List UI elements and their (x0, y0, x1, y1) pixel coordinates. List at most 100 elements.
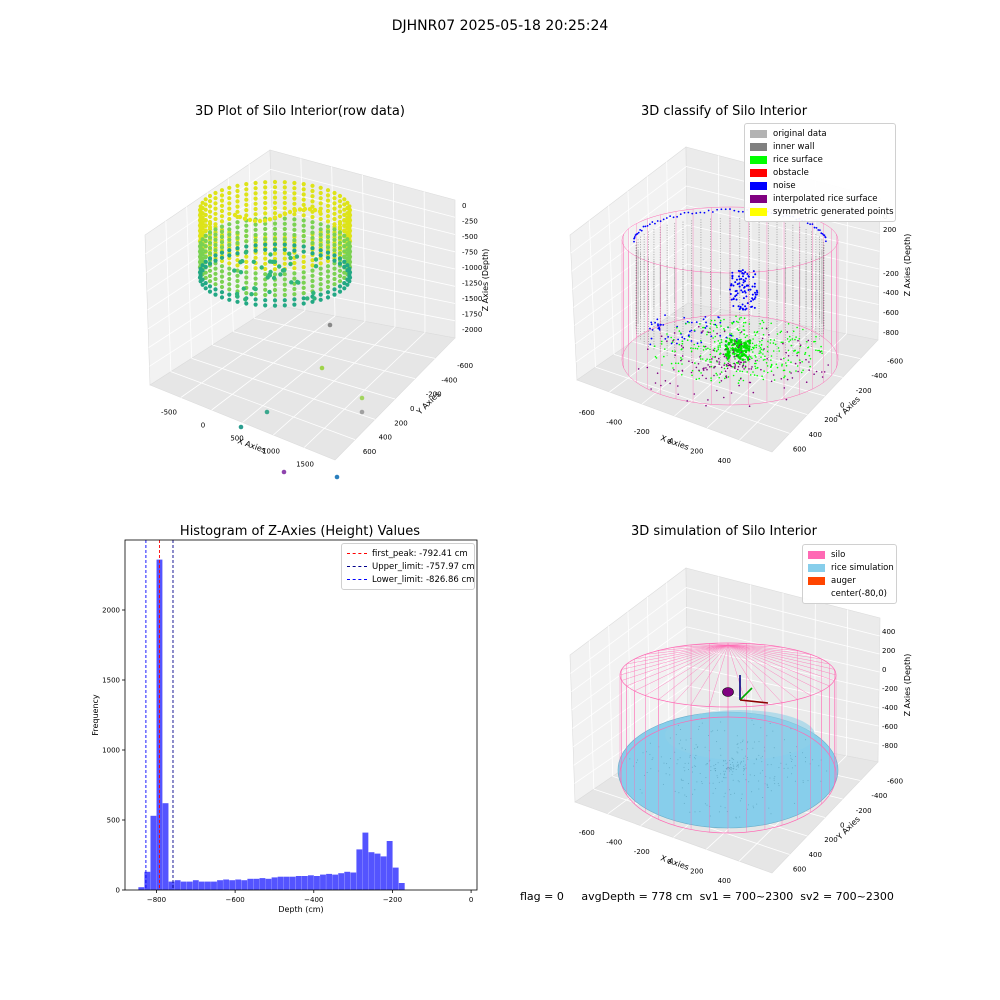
rice-surface-point (813, 340, 815, 343)
data-point (318, 276, 323, 282)
interpolated-point (666, 340, 668, 342)
data-point (263, 242, 268, 247)
interpolated-point (701, 331, 703, 333)
interpolated-point (707, 364, 709, 366)
data-point (263, 180, 268, 185)
data-point (337, 204, 343, 209)
data-point (318, 237, 323, 242)
rice-simulation-point (743, 773, 744, 775)
noise-point (753, 282, 756, 285)
data-point (235, 204, 240, 209)
noise-point (744, 277, 747, 280)
rice-surface-point (735, 353, 738, 355)
data-point (310, 268, 315, 273)
interpolated-point (673, 332, 676, 334)
data-point (272, 298, 278, 303)
data-point (325, 219, 331, 224)
histogram-bar (344, 871, 351, 890)
rice-simulation-point (696, 781, 698, 783)
noise-point (818, 229, 821, 232)
silo-wire (634, 644, 729, 692)
histogram-bar (368, 852, 375, 890)
histogram-bar (162, 803, 169, 890)
rice-surface-point (676, 326, 678, 329)
noise-point (710, 335, 713, 338)
rice-simulation-point (731, 767, 732, 768)
silo-wire (727, 644, 811, 696)
interpolated-point (808, 369, 810, 371)
data-point (325, 264, 331, 269)
legend-swatch (750, 194, 767, 203)
noise-point (815, 227, 818, 229)
rice-surface-point (716, 326, 718, 329)
data-point (292, 302, 297, 307)
rice-surface-point (677, 362, 680, 365)
data-point (277, 213, 283, 218)
interpolated-point (744, 365, 747, 368)
interpolated-point (654, 382, 657, 384)
noise-point (650, 321, 653, 324)
x-tick-label: −800 (147, 896, 166, 904)
data-point (294, 254, 300, 259)
histogram-bar (144, 871, 151, 890)
interpolated-point (702, 330, 704, 332)
rice-simulation-point (730, 769, 732, 771)
rice-simulation-point (706, 804, 708, 806)
rice-surface-point (773, 379, 776, 381)
rice-surface-point (693, 329, 696, 331)
rice-surface-point (718, 376, 720, 379)
silo-wire (621, 644, 729, 670)
data-point (318, 297, 323, 302)
rice-surface-point (690, 350, 693, 353)
data-point (325, 229, 331, 234)
data-point (318, 227, 323, 232)
rice-surface-point (709, 331, 712, 334)
rice-simulation-point (826, 770, 828, 772)
rice-simulation-point (731, 774, 733, 775)
legend-label: obstacle (773, 167, 809, 178)
data-point (272, 215, 278, 220)
rice-simulation-point (766, 735, 768, 737)
interpolated-point (714, 365, 716, 368)
histogram-bar (211, 881, 217, 890)
rice-surface-point (702, 349, 705, 351)
rice-surface-point (756, 330, 759, 333)
rice-surface-point (745, 346, 749, 349)
data-point (332, 287, 337, 292)
data-point (301, 228, 306, 233)
histogram-bar (138, 887, 145, 890)
rice-simulation-point (724, 770, 726, 772)
interpolated-point (656, 372, 659, 375)
rice-simulation-point (740, 761, 742, 763)
grid-line (572, 205, 880, 290)
noise-point (734, 281, 737, 284)
data-point (301, 223, 306, 228)
data-point (262, 218, 268, 223)
data-point (227, 201, 232, 206)
data-point (301, 259, 306, 264)
noise-point (654, 321, 657, 324)
rice-simulation-point (743, 768, 745, 770)
silo-wire (626, 644, 729, 665)
legend-swatch (808, 590, 825, 598)
data-point (219, 269, 225, 274)
noise-point (747, 288, 750, 291)
rice-simulation-point (735, 769, 737, 770)
data-point (318, 242, 323, 248)
data-point (263, 256, 268, 261)
legend-swatch (808, 576, 825, 585)
data-point (227, 266, 232, 271)
data-point (342, 233, 347, 238)
grid-line (571, 626, 880, 711)
histogram-bar (307, 875, 314, 890)
rice-simulation-point (791, 767, 793, 769)
grid-line (573, 685, 879, 766)
interpolated-point (725, 375, 728, 377)
rice-simulation-point (724, 760, 726, 762)
rice-surface-point (685, 323, 687, 325)
data-point (337, 219, 343, 225)
rice-surface-point (730, 338, 733, 342)
panel4-legend: silo rice simulation auger center(-80,0) (802, 544, 897, 604)
noise-point (729, 334, 732, 337)
rice-simulation-point (694, 789, 696, 791)
